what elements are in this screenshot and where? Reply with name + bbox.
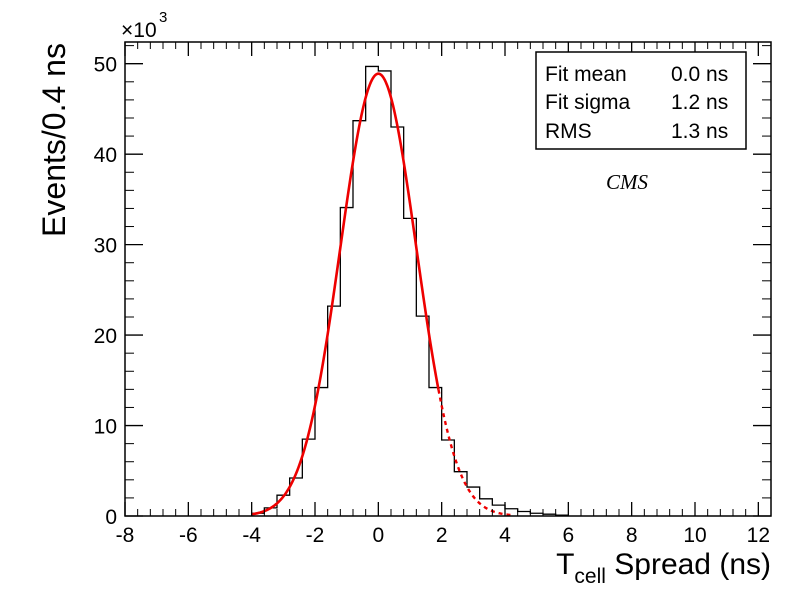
x-tick-label: 10 (683, 524, 706, 547)
histogram-bin (340, 208, 353, 516)
histogram-bin (454, 472, 467, 516)
gaussian-fit-extrapolation (437, 389, 512, 517)
x-tick-label: -6 (179, 524, 198, 547)
y-tick-label: 30 (94, 235, 117, 258)
x-tick-label: 2 (436, 524, 448, 547)
x-tick-label: 12 (747, 524, 770, 547)
histogram-bin (366, 66, 379, 516)
histogram-bin (442, 440, 455, 516)
plot-frame (124, 41, 772, 517)
x-tick-label: -2 (306, 524, 325, 547)
histogram-bin (328, 306, 341, 516)
x-tick-label: 8 (626, 524, 638, 547)
stats-value-rms: 1.3 ns (671, 120, 728, 143)
stats-label-fit-mean: Fit mean (545, 63, 627, 86)
y-tick-label: 40 (94, 144, 117, 167)
y-multiplier-exponent: 3 (159, 9, 167, 26)
x-tick-label: -8 (116, 524, 135, 547)
y-multiplier-base: ×10 (121, 19, 157, 42)
x-axis-label: Tcell Spread (ns) (556, 548, 771, 588)
gaussian-fit-curve (251, 72, 440, 516)
stats-value-fit-sigma: 1.2 ns (671, 91, 728, 114)
cms-annotation: CMS (606, 170, 649, 194)
y-multiplier: ×10 3 (121, 9, 167, 42)
stats-label-fit-sigma: Fit sigma (545, 91, 631, 114)
histogram-bin (429, 388, 442, 516)
y-tick-label: 50 (94, 54, 117, 77)
stats-box-border (535, 51, 747, 150)
histogram-bin (353, 121, 366, 516)
x-axis-label-rest: Spread (ns) (606, 548, 771, 581)
histogram-outline (251, 65, 569, 516)
x-tick-label: 6 (562, 524, 574, 547)
y-axis-label: Events/0.4 ns (36, 43, 72, 237)
x-tick-label: 0 (372, 524, 384, 547)
histogram-bin (416, 316, 429, 516)
x-tick-label: 4 (499, 524, 511, 547)
y-tick-label: 20 (94, 325, 117, 348)
histogram-bin (404, 218, 417, 516)
stats-label-rms: RMS (545, 120, 592, 143)
y-tick-label: 0 (105, 506, 117, 529)
x-tick-label: -4 (242, 524, 261, 547)
histogram-bin (315, 388, 328, 516)
x-axis-label-main: T (556, 548, 574, 581)
stats-box: Fit mean 0.0 ns Fit sigma 1.2 ns RMS 1.3… (535, 51, 747, 150)
y-tick-label: 10 (94, 416, 117, 439)
histogram-bin (378, 71, 391, 516)
stats-value-fit-mean: 0.0 ns (671, 63, 728, 86)
x-axis-label-subscript: cell (574, 565, 606, 588)
histogram-bin (391, 127, 404, 516)
